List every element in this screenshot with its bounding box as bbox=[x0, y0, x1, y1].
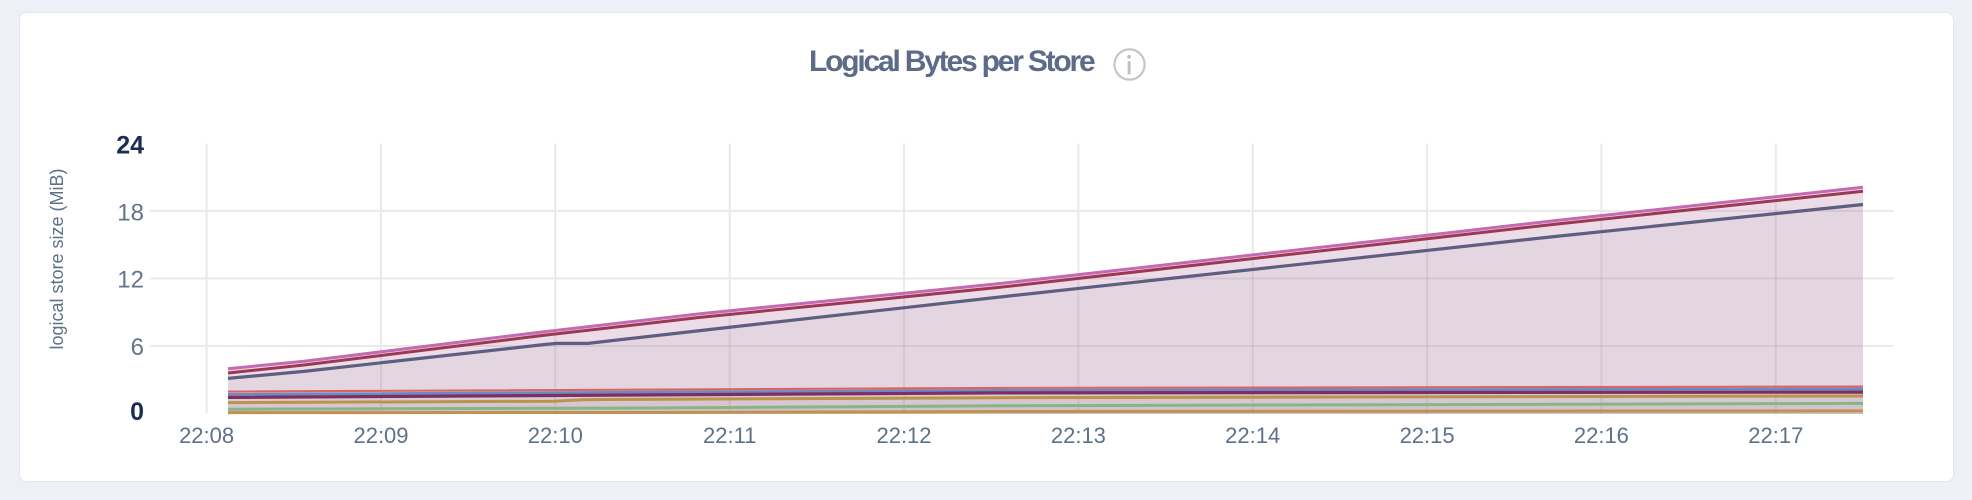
svg-text:24: 24 bbox=[116, 132, 144, 160]
svg-text:22:10: 22:10 bbox=[528, 423, 583, 448]
svg-text:22:14: 22:14 bbox=[1225, 423, 1280, 448]
svg-text:22:08: 22:08 bbox=[179, 423, 234, 448]
svg-text:22:17: 22:17 bbox=[1748, 423, 1803, 448]
svg-text:12: 12 bbox=[117, 267, 144, 294]
svg-text:0: 0 bbox=[130, 398, 144, 426]
svg-text:22:13: 22:13 bbox=[1051, 423, 1106, 448]
svg-text:22:11: 22:11 bbox=[703, 423, 756, 448]
svg-text:22:12: 22:12 bbox=[876, 423, 931, 448]
svg-text:22:15: 22:15 bbox=[1400, 423, 1455, 448]
svg-text:18: 18 bbox=[117, 200, 144, 227]
svg-text:logical store size (MiB): logical store size (MiB) bbox=[47, 168, 67, 349]
svg-text:6: 6 bbox=[131, 334, 144, 361]
svg-text:22:16: 22:16 bbox=[1574, 423, 1629, 448]
svg-text:22:09: 22:09 bbox=[353, 423, 408, 448]
